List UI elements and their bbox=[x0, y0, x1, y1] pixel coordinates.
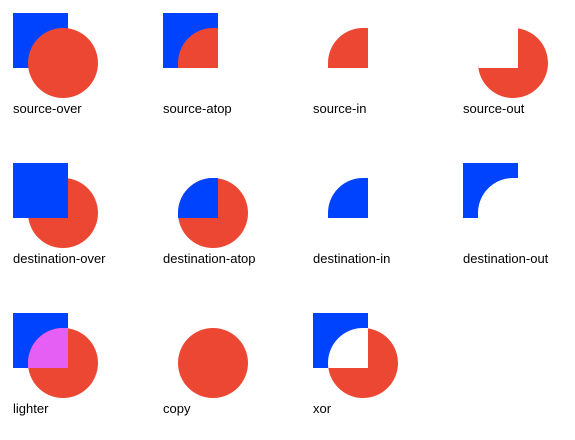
composite-figure bbox=[178, 178, 248, 248]
composite-figure bbox=[13, 313, 98, 398]
destination-square-clipped bbox=[328, 178, 368, 218]
composite-figure bbox=[463, 163, 518, 218]
composite-example-lighter: lighter bbox=[0, 300, 150, 440]
composite-operations-grid: source-over source-atop source-in source… bbox=[0, 0, 575, 416]
composite-operation-label: source-atop bbox=[163, 101, 232, 116]
composite-figure bbox=[163, 13, 218, 68]
composite-example-source-in: source-in bbox=[300, 0, 450, 140]
source-circle bbox=[178, 328, 248, 398]
composite-example-destination-atop: destination-atop bbox=[150, 150, 300, 290]
destination-square-outside bbox=[463, 163, 518, 218]
composite-figure bbox=[178, 328, 248, 398]
composite-example-destination-out: destination-out bbox=[450, 150, 575, 290]
composite-figure bbox=[328, 28, 368, 68]
composite-operation-label: lighter bbox=[13, 401, 49, 416]
composite-operation-label: source-in bbox=[313, 101, 367, 116]
composite-example-destination-in: destination-in bbox=[300, 150, 450, 290]
source-circle-clipped bbox=[328, 28, 368, 68]
composite-example-copy: copy bbox=[150, 300, 300, 440]
composite-operation-label: destination-in bbox=[313, 251, 391, 266]
composite-operation-label: copy bbox=[163, 401, 191, 416]
overlap-region bbox=[28, 328, 68, 368]
composite-figure bbox=[477, 28, 548, 99]
composite-operation-label: source-out bbox=[463, 101, 525, 116]
source-circle-outside bbox=[477, 28, 548, 99]
composite-operation-label: destination-out bbox=[463, 251, 549, 266]
composite-figure bbox=[328, 178, 368, 218]
composite-figure bbox=[13, 13, 98, 98]
source-circle bbox=[28, 28, 98, 98]
composite-example-source-atop: source-atop bbox=[150, 0, 300, 140]
source-circle-clipped bbox=[178, 28, 218, 68]
destination-square bbox=[13, 163, 68, 218]
composite-example-source-over: source-over bbox=[0, 0, 150, 140]
composite-operation-label: source-over bbox=[13, 101, 82, 116]
composite-example-source-out: source-out bbox=[450, 0, 575, 140]
composite-example-destination-over: destination-over bbox=[0, 150, 150, 290]
destination-square-clipped bbox=[178, 178, 218, 218]
composite-figure bbox=[13, 163, 98, 248]
composite-operation-label: destination-over bbox=[13, 251, 106, 266]
source-circle-outside bbox=[327, 328, 398, 399]
composite-figure bbox=[313, 313, 398, 399]
composite-operation-label: destination-atop bbox=[163, 251, 256, 266]
composite-example-xor: xor bbox=[300, 300, 450, 440]
composite-operation-label: xor bbox=[313, 401, 332, 416]
destination-square-outside bbox=[313, 313, 368, 368]
